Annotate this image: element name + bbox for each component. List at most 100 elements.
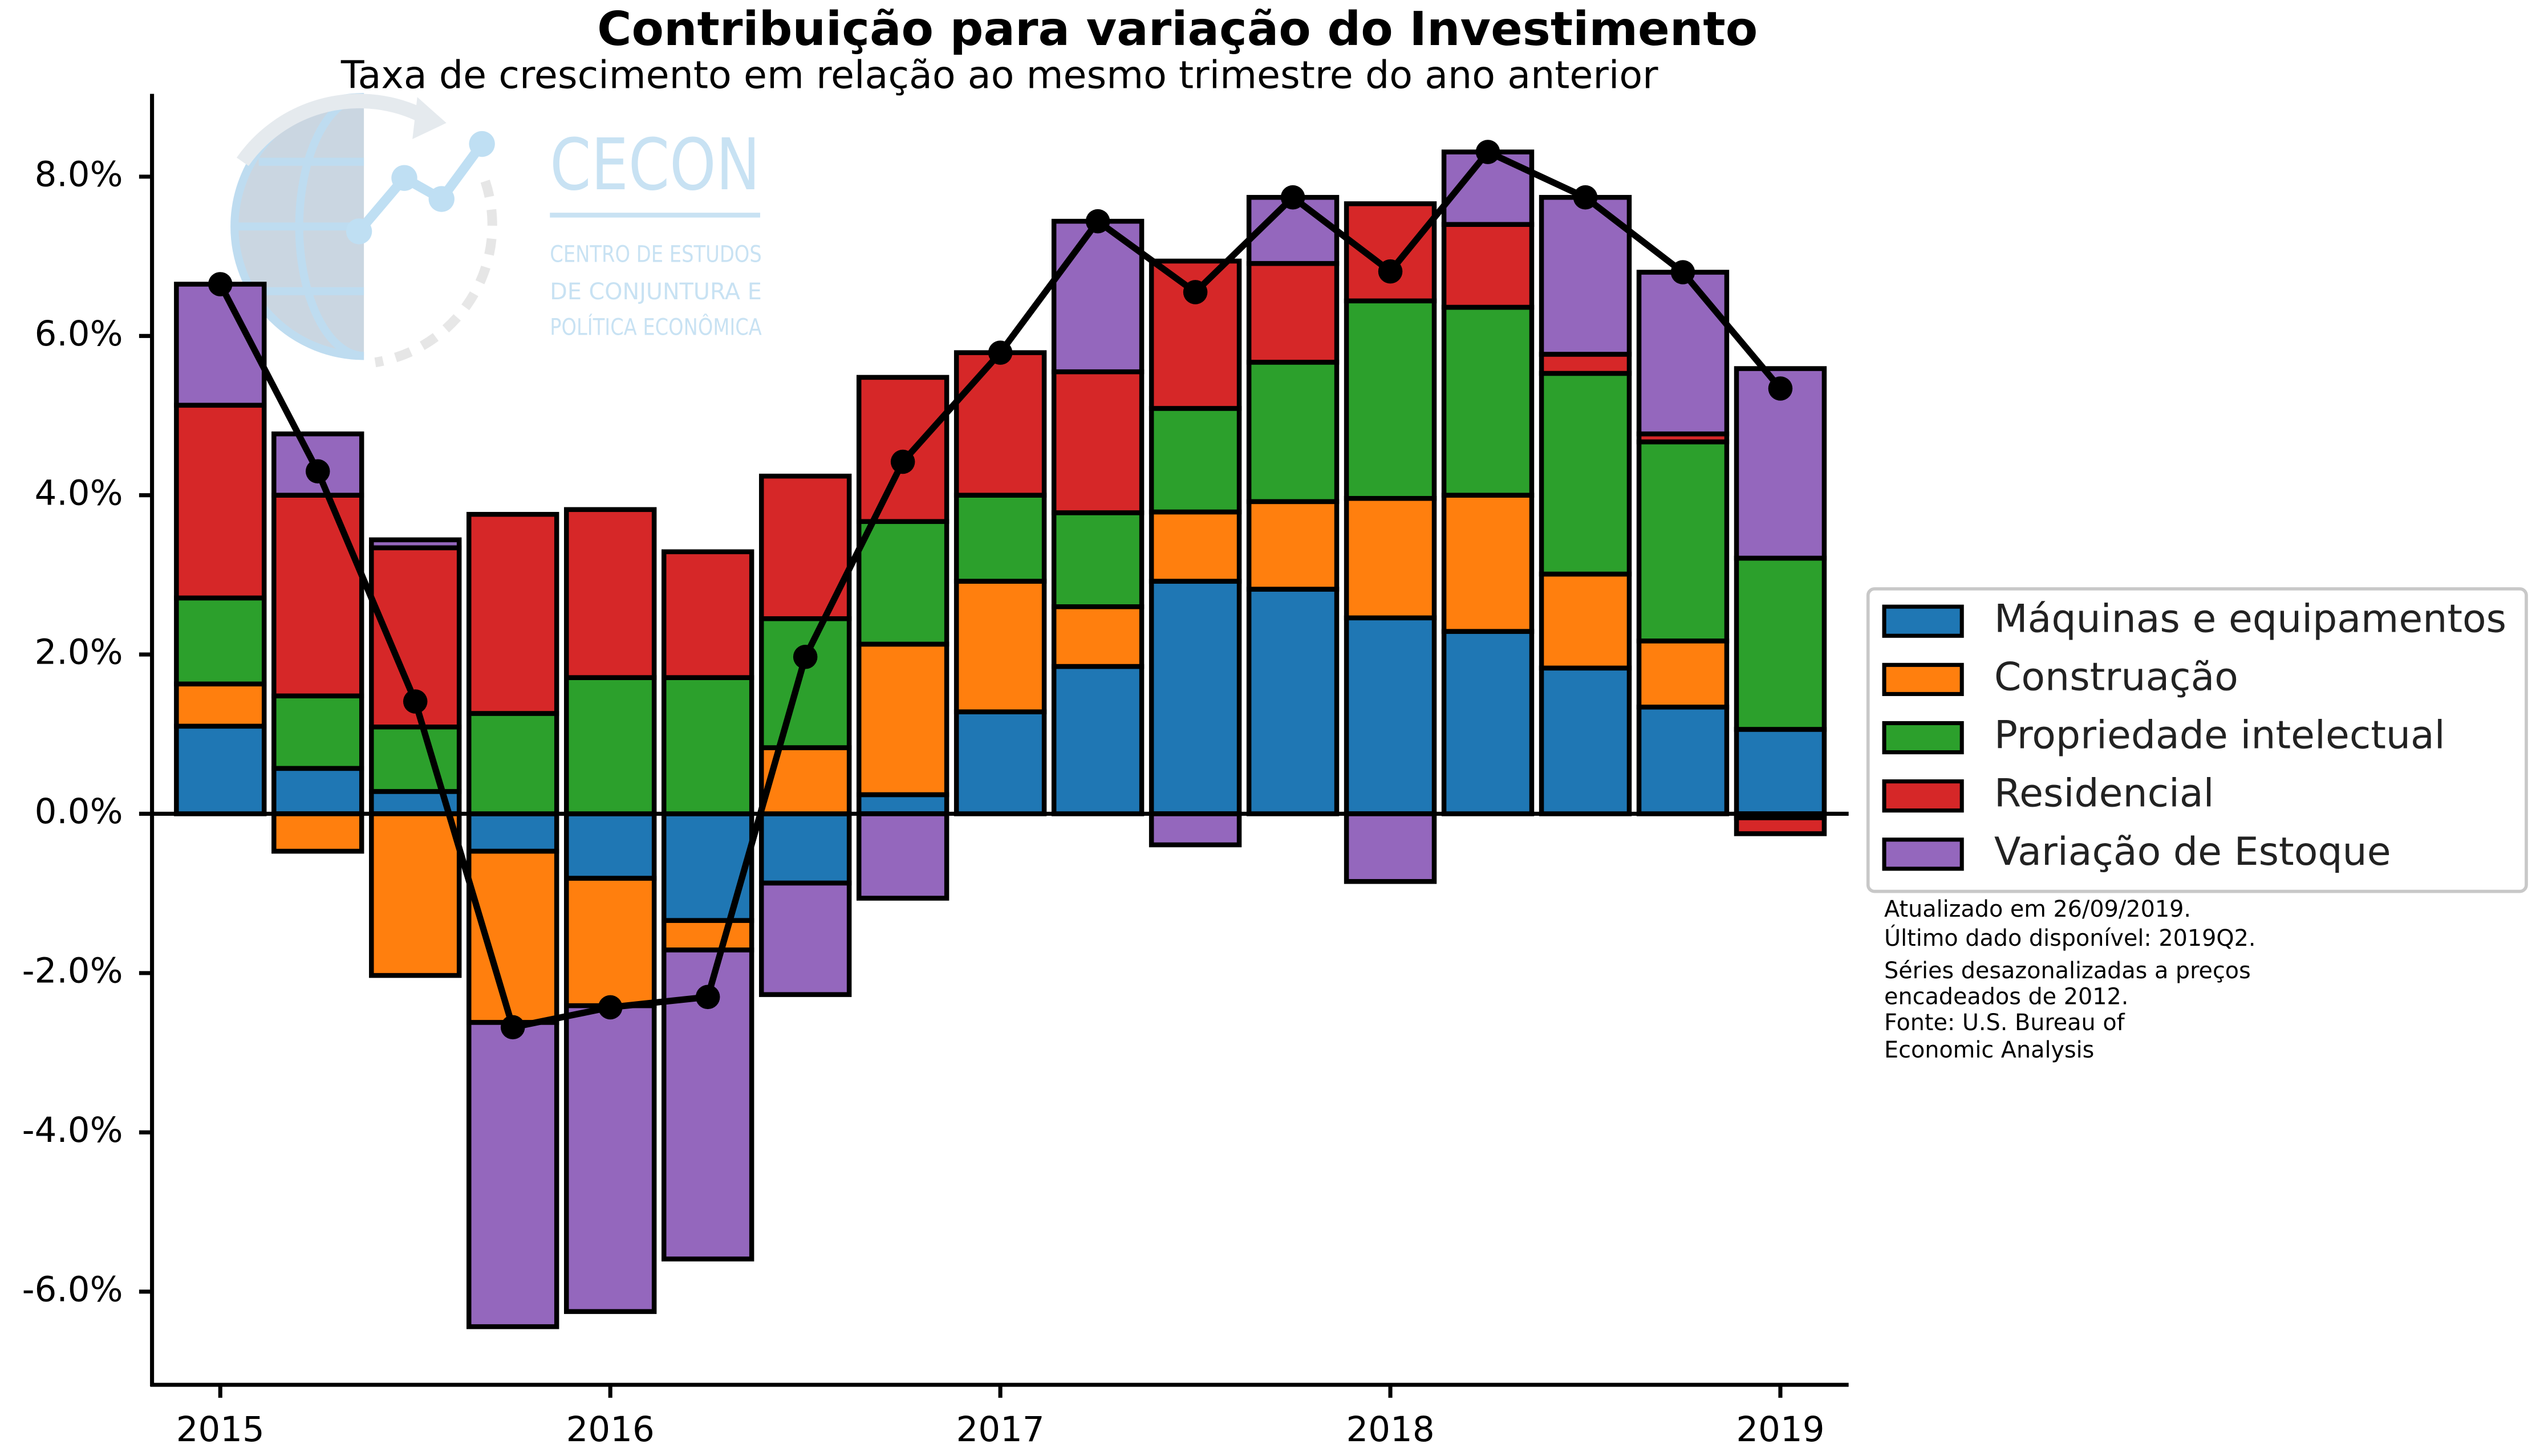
bar-segment-maquinas-e-equipamentos-8 — [953, 709, 1047, 816]
legend-swatch — [1882, 779, 1964, 813]
legend-label: Propriedade intelectual — [1994, 713, 2445, 758]
stacked-bars — [174, 149, 1827, 1329]
bar-segment-residencial-12 — [1344, 201, 1437, 304]
x-tick-label: 2017 — [956, 1409, 1045, 1450]
bar-segment-propriedade-intelectual-2 — [369, 724, 462, 794]
bar-segment-propriedade-intelectual-16 — [1734, 555, 1827, 732]
bar-segment-construacao-10 — [1149, 509, 1242, 584]
bar-segment-construacao-9 — [1051, 604, 1145, 669]
bar-segment-construacao-1 — [271, 811, 364, 854]
logo-dashed-arc — [374, 180, 497, 368]
bar-segment-propriedade-intelectual-15 — [1636, 439, 1730, 644]
bar-segment-propriedade-intelectual-5 — [661, 675, 754, 816]
note-chained: encadeados de 2012. — [1884, 983, 2128, 1010]
bar-segment-maquinas-e-equipamentos-15 — [1636, 705, 1730, 816]
legend-label: Residencial — [1994, 771, 2214, 816]
y-tick-label: -4.0% — [22, 1110, 123, 1150]
bar-segment-residencial-3 — [466, 511, 559, 716]
cecon-logo: CECON CENTRO DE ESTUDOS DE CONJUNTURA E … — [230, 93, 762, 368]
bar-segment-maquinas-e-equipamentos-11 — [1246, 587, 1340, 816]
bar-segment-construacao-0 — [174, 681, 267, 729]
bar-segment-maquinas-e-equipamentos-10 — [1149, 579, 1242, 816]
logo-line-dot — [346, 218, 372, 245]
bar-segment-construacao-4 — [564, 876, 657, 1008]
bar-segment-construacao-14 — [1539, 571, 1632, 671]
total-point-11 — [1280, 185, 1305, 210]
x-tick-label: 2019 — [1736, 1409, 1824, 1450]
bar-segment-propriedade-intelectual-6 — [758, 616, 852, 750]
logo-arrow-head — [412, 97, 447, 140]
legend-entry: Residencial — [1882, 771, 2214, 816]
y-tick-label: -2.0% — [22, 950, 123, 991]
bar-segment-residencial-11 — [1246, 261, 1340, 365]
bar-segment-maquinas-e-equipamentos-3 — [466, 811, 559, 854]
bar-segment-construacao-12 — [1344, 496, 1437, 621]
bar-segment-construacao-11 — [1246, 499, 1340, 592]
total-point-6 — [793, 644, 818, 669]
total-point-0 — [208, 272, 233, 296]
bar-segment-residencial-5 — [661, 549, 754, 680]
total-point-7 — [890, 449, 915, 474]
bar-segment-maquinas-e-equipamentos-7 — [856, 792, 950, 816]
bar-segment-variacao-de-estoque-6 — [758, 880, 852, 997]
bar-segment-residencial-14 — [1539, 352, 1632, 376]
bar-segment-variacao-de-estoque-3 — [466, 1020, 559, 1329]
bar-segment-maquinas-e-equipamentos-6 — [758, 811, 852, 886]
bar-segment-variacao-de-estoque-15 — [1636, 270, 1730, 437]
note-updated: Atualizado em 26/09/2019. — [1884, 896, 2191, 922]
bar-segment-variacao-de-estoque-2 — [369, 537, 462, 551]
bar-segment-propriedade-intelectual-8 — [953, 493, 1047, 584]
bar-segment-propriedade-intelectual-0 — [174, 595, 267, 687]
bar-segment-maquinas-e-equipamentos-12 — [1344, 615, 1437, 816]
bar-segment-propriedade-intelectual-14 — [1539, 371, 1632, 577]
bar-segment-residencial-9 — [1051, 369, 1145, 515]
bar-segment-construacao-15 — [1636, 638, 1730, 710]
logo-arrow-arc — [236, 93, 427, 166]
bar-segment-propriedade-intelectual-12 — [1344, 298, 1437, 501]
logo-line-1: CENTRO DE ESTUDOS — [550, 242, 762, 268]
legend-swatch — [1882, 721, 1964, 755]
note-source-cont: Economic Analysis — [1884, 1037, 2094, 1063]
bar-segment-residencial-8 — [953, 350, 1047, 498]
bar-segment-variacao-de-estoque-7 — [856, 811, 950, 901]
legend-swatch — [1882, 604, 1964, 638]
bar-segment-propriedade-intelectual-13 — [1441, 304, 1535, 498]
logo-line-chart — [355, 141, 486, 235]
bar-segment-construacao-2 — [369, 811, 462, 978]
bar-segment-maquinas-e-equipamentos-4 — [564, 811, 657, 881]
total-line — [208, 140, 1793, 1040]
bar-segment-maquinas-e-equipamentos-13 — [1441, 629, 1535, 816]
chart-title: Contribuição para variação do Investimen… — [597, 2, 1758, 56]
bar-segment-maquinas-e-equipamentos-9 — [1051, 664, 1145, 816]
total-point-4 — [598, 995, 623, 1020]
bar-segment-construacao-5 — [661, 918, 754, 953]
logo-line-3: POLÍTICA ECONÔMICA — [550, 314, 762, 340]
y-tick-label: 2.0% — [35, 632, 123, 673]
bar-segment-maquinas-e-equipamentos-16 — [1734, 727, 1827, 816]
bar-segment-construacao-8 — [953, 579, 1047, 714]
bar-segment-maquinas-e-equipamentos-14 — [1539, 665, 1632, 816]
legend: Máquinas e equipamentos Construação Prop… — [1866, 587, 2528, 893]
total-point-3 — [500, 1015, 525, 1040]
bar-segment-variacao-de-estoque-10 — [1149, 811, 1242, 848]
bar-segment-construacao-3 — [466, 848, 559, 1025]
logo-line-dot — [469, 131, 495, 157]
bar-segment-residencial-16 — [1734, 815, 1827, 836]
legend-entry: Variação de Estoque — [1882, 829, 2391, 875]
y-axis-ticks: 8.0% 6.0% 4.0% 2.0% 0.0% -2.0% -4.0% -6.0% — [22, 154, 152, 1309]
chart-subtitle: Taxa de crescimento em relação ao mesmo … — [340, 52, 1658, 97]
source-notes: Atualizado em 26/09/2019. Último dado di… — [1884, 896, 2255, 1063]
y-tick-label: 6.0% — [35, 314, 123, 354]
y-tick-label: 4.0% — [35, 473, 123, 513]
bar-segment-maquinas-e-equipamentos-1 — [271, 766, 364, 816]
bar-segment-residencial-7 — [856, 375, 950, 524]
bar-segment-propriedade-intelectual-1 — [271, 693, 364, 771]
bar-segment-residencial-4 — [564, 507, 657, 680]
bar-segment-maquinas-e-equipamentos-0 — [174, 723, 267, 816]
logo-name: CECON — [550, 124, 760, 206]
legend-swatch — [1882, 662, 1964, 696]
legend-entry: Propriedade intelectual — [1882, 713, 2445, 758]
bar-segment-variacao-de-estoque-4 — [564, 1003, 657, 1314]
bar-segment-propriedade-intelectual-9 — [1051, 510, 1145, 609]
